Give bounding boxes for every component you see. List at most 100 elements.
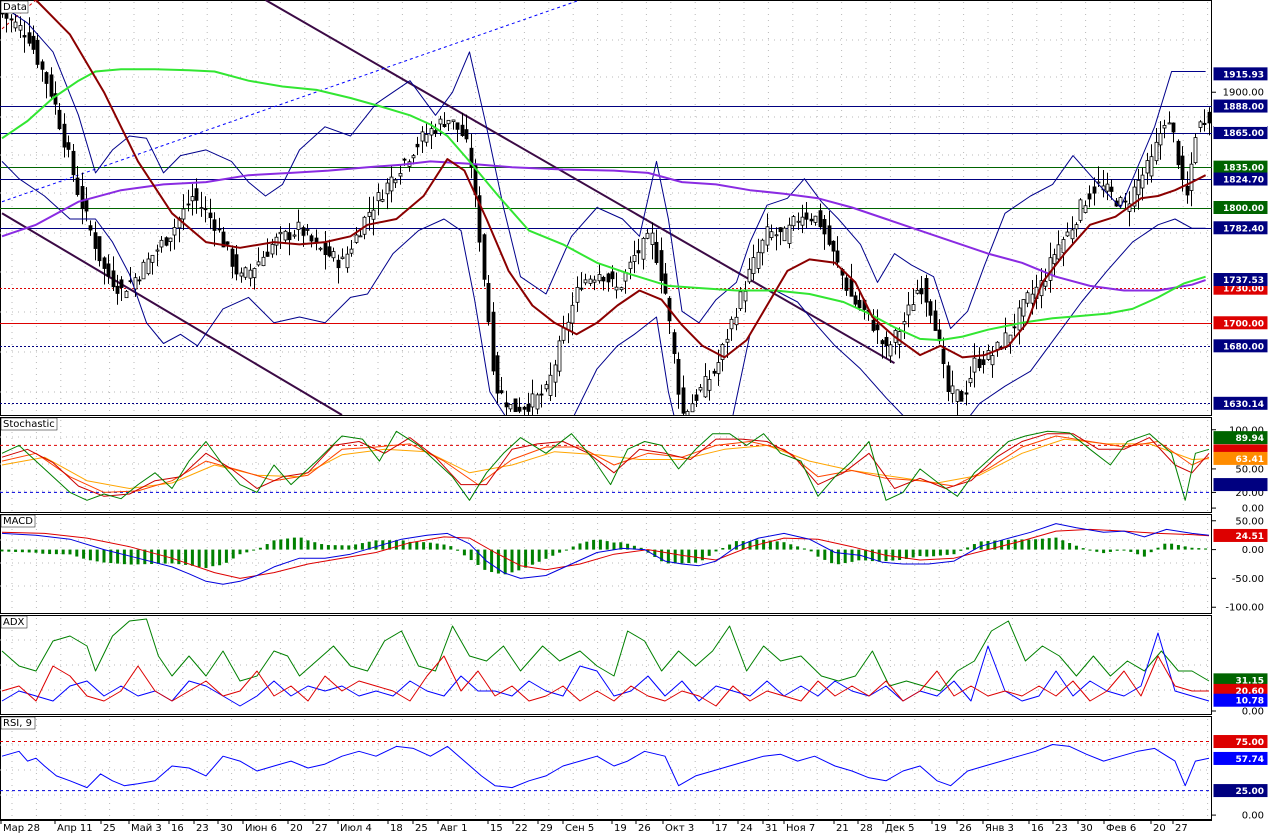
price-badge[interactable]: ▼ 1875.10: [1213, 114, 1267, 128]
candle-body: [844, 277, 849, 291]
candle-body: [703, 376, 708, 398]
macd-histogram-bar: [170, 549, 174, 564]
axis-tick-label: 1900.00: [1223, 88, 1264, 99]
candle-body: [1136, 179, 1141, 196]
macd-histogram-bar: [306, 540, 310, 550]
candle-body: [561, 327, 566, 341]
macd-histogram-bar: [972, 544, 976, 550]
price-badge[interactable]: 1800.00: [1213, 201, 1268, 215]
macd-histogram-bar: [1122, 549, 1126, 551]
price-badge[interactable]: 89.94: [1213, 431, 1268, 445]
candle-body: [168, 237, 173, 243]
price-axis[interactable]: 1900.00100.0050.0020.000.0050.000.00-50.…: [1212, 67, 1268, 822]
macd-histogram-bar: [979, 541, 983, 550]
candle-body: [977, 358, 982, 369]
candle-body: [880, 340, 885, 345]
macd-histogram-bar: [1081, 548, 1085, 550]
candle-body: [924, 278, 929, 303]
macd-histogram-bar: [1061, 540, 1065, 550]
macd-histogram-bar: [544, 549, 548, 559]
candle-body: [791, 216, 796, 227]
price-badge[interactable]: 1782.40: [1213, 221, 1268, 235]
candle-body: [380, 199, 385, 202]
macd-histogram-bar: [850, 549, 854, 562]
price-badge-label: 1800.00: [1223, 204, 1264, 214]
candle-body: [495, 355, 500, 394]
candle-body: [354, 234, 359, 243]
candle-body: [102, 257, 107, 269]
trend-line[interactable]: [1, 212, 343, 415]
trend-line[interactable]: [265, 0, 895, 364]
price-badge[interactable]: 1680.00: [1213, 339, 1268, 353]
candle-body: [1176, 140, 1181, 166]
candle-body: [765, 226, 770, 246]
candle-body: [1167, 122, 1172, 125]
candle-body: [141, 261, 146, 280]
candle-body: [1043, 280, 1048, 287]
time-tick-label: 20: [1153, 823, 1166, 834]
candle-body: [672, 332, 677, 355]
price-badge-label: 1865.00: [1223, 129, 1264, 139]
axis-tick-label: 0.00: [1242, 811, 1264, 822]
price-badge[interactable]: 25.00: [1213, 784, 1268, 798]
stochastic-slowest-line: [1, 438, 1210, 489]
macd-histogram-bar: [551, 549, 555, 556]
candle-body: [690, 403, 695, 413]
macd-histogram-bar: [1129, 549, 1133, 552]
macd-histogram-bar: [422, 542, 426, 550]
price-badge[interactable]: 1835.00: [1213, 160, 1268, 174]
candle-body: [822, 219, 827, 235]
candle-body: [827, 225, 832, 245]
price-badge[interactable]: 1630.14: [1213, 396, 1268, 410]
macd-histogram-bar: [265, 544, 269, 550]
macd-histogram-bar: [252, 549, 256, 551]
time-tick-label: 17: [715, 823, 728, 834]
time-axis[interactable]: Мар 28 Апр 11 25 Май 3 16 23 30 Июн 6 20 27 Июл 4 1…: [0, 820, 1188, 834]
price-badge[interactable]: [1213, 478, 1268, 492]
price-badge[interactable]: 24.51: [1213, 528, 1268, 542]
price-badge-label: ▼ 1875.10: [1213, 117, 1264, 127]
price-badge[interactable]: 1915.93: [1213, 67, 1268, 81]
stochastic-d-line: [1, 433, 1210, 497]
price-badge[interactable]: 10.78: [1213, 693, 1268, 707]
time-tick-label: 19: [934, 823, 947, 834]
candle-body: [124, 290, 129, 299]
candle-body: [539, 393, 544, 396]
time-tick-label: 28: [860, 823, 873, 834]
candle-body: [835, 250, 840, 263]
time-tick-label: 23: [196, 823, 209, 834]
candle-body: [186, 203, 191, 206]
candle-body: [955, 389, 960, 402]
candle-body: [919, 288, 924, 295]
axis-tick-label: -50.00: [1232, 574, 1264, 585]
candle-body: [486, 283, 491, 323]
price-badge-box: [1213, 339, 1268, 353]
candle-body: [75, 177, 80, 195]
candle-body: [743, 291, 748, 302]
trend-line[interactable]: [1, 0, 581, 203]
price-badge[interactable]: 1700.00: [1213, 316, 1268, 330]
candle-body: [159, 239, 164, 248]
price-badge[interactable]: 63.41: [1213, 451, 1268, 465]
macd-lines: [0, 523, 1210, 585]
price-badge[interactable]: 1888.00: [1213, 99, 1268, 113]
candle-body: [203, 207, 208, 211]
candle-body: [133, 277, 138, 290]
candle-body: [659, 250, 664, 281]
price-badge-box: [1213, 451, 1268, 465]
price-badge[interactable]: 1737.53: [1213, 273, 1268, 287]
macd-histogram-bar: [938, 549, 942, 556]
candle-body: [393, 179, 398, 184]
trend-line[interactable]: [1, 0, 37, 30]
macd-histogram-bar: [870, 549, 874, 562]
price-badge-box: [1213, 478, 1268, 492]
price-badge[interactable]: 75.00: [1213, 735, 1268, 749]
price-badge[interactable]: 1824.70: [1213, 172, 1268, 186]
price-badge[interactable]: 1865.00: [1213, 126, 1268, 140]
candle-body: [278, 231, 283, 235]
price-badge[interactable]: 57.74: [1213, 751, 1268, 765]
candle-body: [1012, 326, 1017, 329]
macd-histogram-bar: [864, 549, 868, 561]
candle-body: [385, 182, 390, 195]
